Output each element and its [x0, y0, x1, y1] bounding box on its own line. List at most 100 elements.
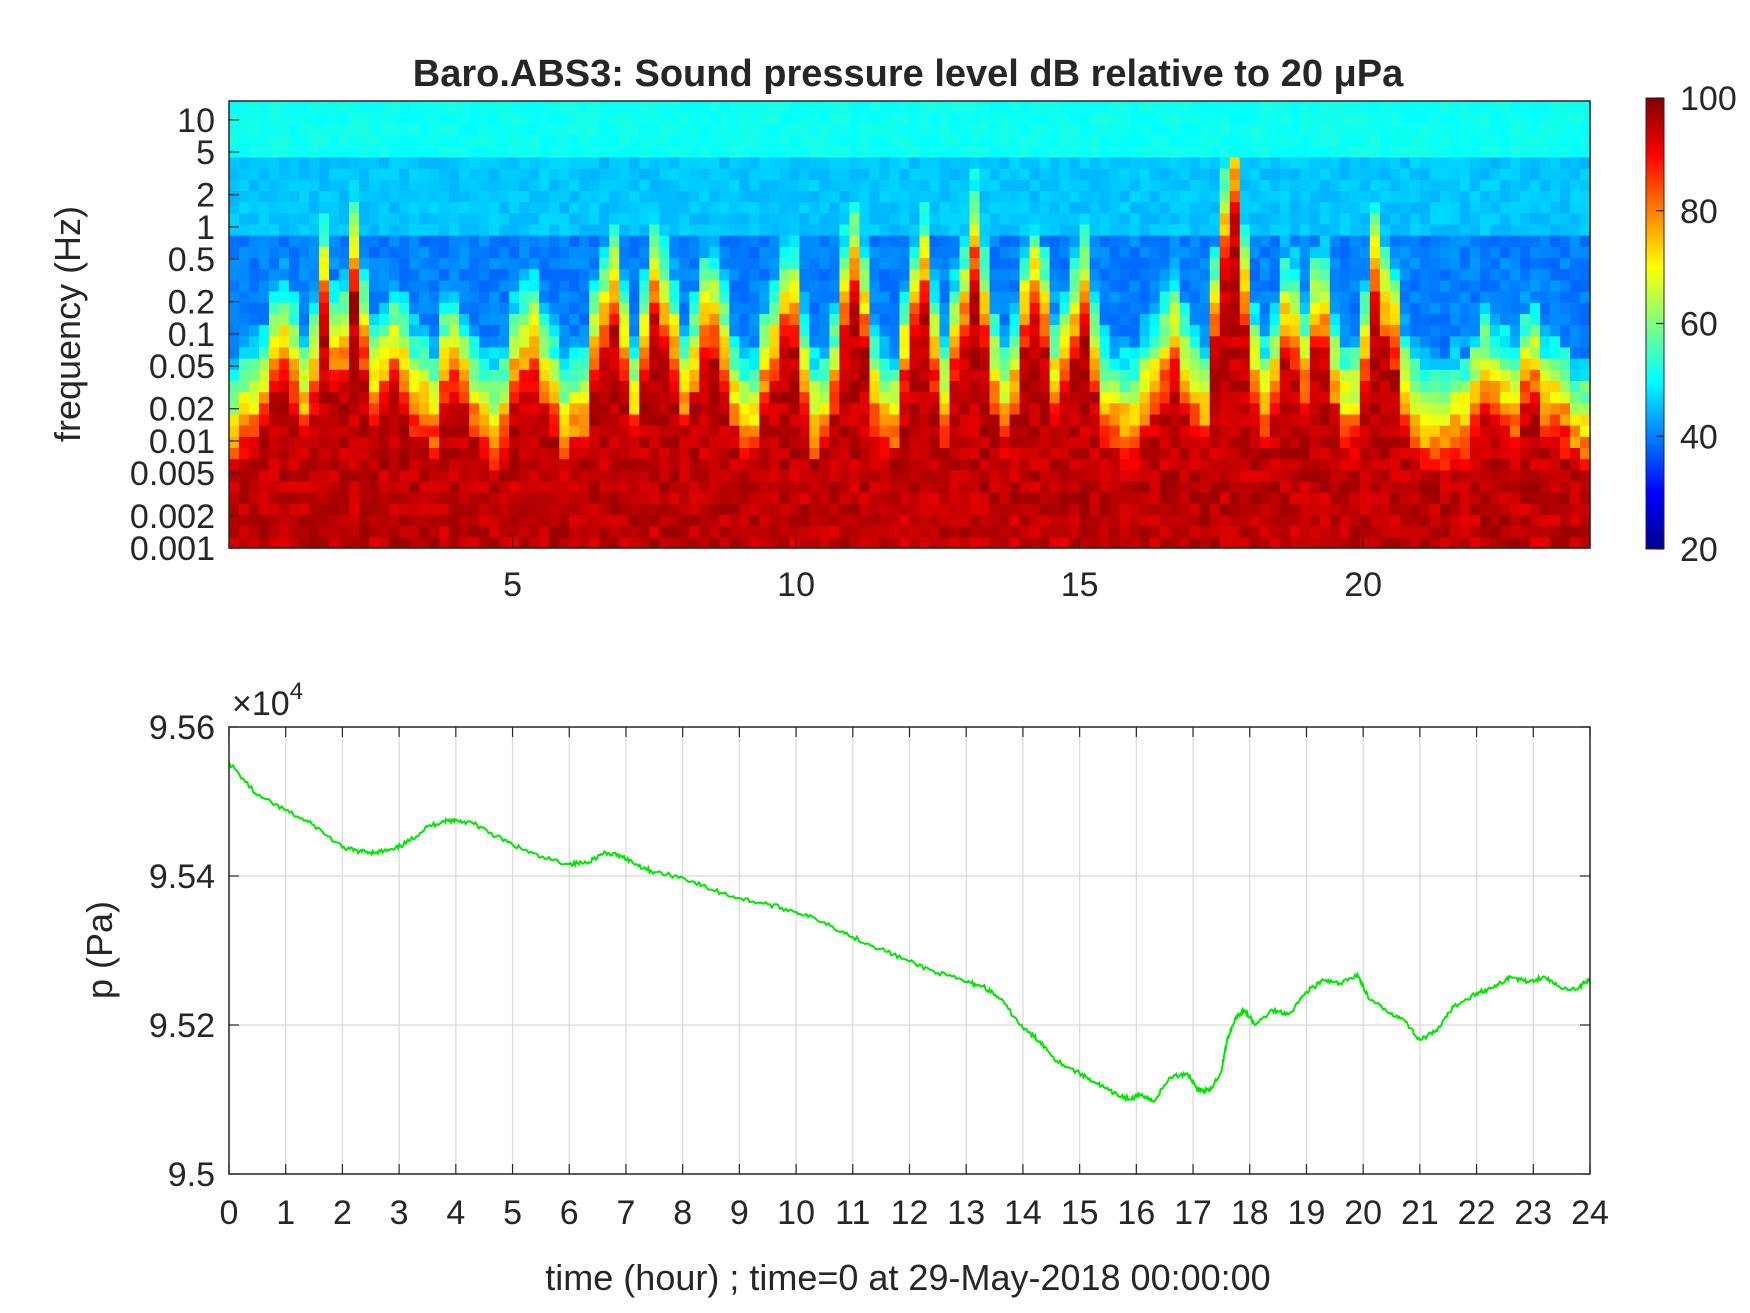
spectrogram-cell	[329, 179, 340, 191]
spectrogram-cell	[439, 469, 450, 482]
spectrogram-cell	[519, 212, 530, 225]
spectrogram-cell	[859, 335, 871, 348]
spectrogram-cell	[939, 134, 951, 147]
spectrogram-cell	[609, 436, 620, 449]
spectrogram-cell	[369, 257, 380, 270]
spectrogram-cell	[1169, 458, 1181, 471]
spectrogram-cell	[1139, 324, 1151, 337]
spectrogram-cell	[509, 145, 520, 158]
spectrogram-cell	[769, 246, 781, 259]
spectrogram-cell	[1179, 536, 1191, 549]
spectrogram-cell	[719, 369, 730, 381]
spectrogram-cell	[1399, 402, 1411, 415]
spectrogram-cell	[1059, 145, 1071, 158]
spectrogram-cell	[689, 268, 700, 281]
spectrogram-cell	[1379, 190, 1391, 203]
spectrogram-cell	[1289, 156, 1301, 169]
spectrogram-cell	[449, 223, 460, 236]
spectrogram-cell	[389, 134, 400, 147]
spectrogram-cell	[349, 257, 360, 270]
spectrogram-cell	[369, 156, 380, 169]
spectrogram-cell	[699, 514, 710, 527]
spectrogram-cell	[319, 492, 330, 504]
spectrogram-cell	[769, 235, 781, 247]
spectrogram-cell	[879, 212, 891, 225]
spectrogram-cell	[819, 168, 831, 180]
spectrogram-cell	[389, 223, 400, 236]
spectrogram-cell	[629, 346, 640, 359]
spectrogram-cell	[519, 190, 530, 203]
spectrogram-cell	[1189, 391, 1201, 404]
spectrogram-cell	[1449, 290, 1461, 303]
spectrogram-cell	[229, 480, 240, 493]
spectrogram-cell	[429, 492, 440, 504]
spectrogram-cell	[259, 123, 270, 136]
spectrogram-cell	[1229, 290, 1241, 303]
spectrogram-cell	[589, 413, 600, 426]
spectrogram-cell	[539, 380, 550, 393]
spectrogram-cell	[389, 190, 400, 203]
spectrogram-cell	[1469, 179, 1481, 191]
spectrogram-cell	[849, 425, 861, 437]
spectrogram-cell	[1009, 480, 1021, 493]
spectrogram-cell	[1359, 447, 1371, 460]
spectrogram-cell	[609, 380, 620, 393]
spectrogram-cell	[389, 469, 400, 482]
spectrogram-cell	[389, 168, 400, 180]
spectrogram-cell	[829, 458, 841, 471]
spectrogram-cell	[1419, 302, 1431, 314]
spectrogram-cell	[759, 112, 770, 124]
spectrogram-cell	[1229, 380, 1241, 393]
spectrogram-cell	[1269, 302, 1281, 314]
spectrogram-cell	[489, 145, 500, 158]
spectrogram-cell	[449, 391, 460, 404]
spectrogram-cell	[479, 469, 490, 482]
spectrogram-cell	[549, 492, 560, 504]
spectrogram-cell	[1229, 335, 1241, 348]
spectrogram-cell	[1259, 358, 1271, 370]
spectrogram-cell	[919, 503, 931, 516]
spectrogram-cell	[559, 235, 570, 247]
spectrogram-cell	[1089, 402, 1101, 415]
spectrogram-cell	[889, 335, 901, 348]
spectrogram-cell	[1439, 279, 1451, 292]
spectrogram-cell	[1279, 246, 1291, 259]
spectrogram-cell	[1339, 290, 1351, 303]
spectrogram-cell	[979, 201, 991, 214]
spectrogram-cell	[989, 134, 1001, 147]
spectrogram-cell	[499, 346, 510, 359]
spectrogram-cell	[1179, 391, 1191, 404]
spectrogram-cell	[279, 525, 290, 538]
spectrogram-cell	[619, 447, 630, 460]
spectrogram-cell	[309, 268, 320, 281]
spectrogram-cell	[289, 413, 300, 426]
spectrogram-cell	[1039, 402, 1051, 415]
spectrogram-cell	[1129, 223, 1141, 236]
spectrogram-cell	[1169, 369, 1181, 381]
spectrogram-cell	[1449, 480, 1461, 493]
spectrogram-cell	[839, 212, 851, 225]
spectrogram-cell	[779, 391, 791, 404]
spectrogram-cell	[1099, 112, 1111, 124]
spectrogram-cell	[249, 391, 260, 404]
spectrogram-cell	[569, 402, 580, 415]
spectrogram-cell	[339, 257, 350, 270]
spectrogram-cell	[1339, 145, 1351, 158]
spectrogram-cell	[969, 391, 981, 404]
spectrogram-cell	[1209, 480, 1221, 493]
spectrogram-cell	[469, 447, 480, 460]
spectrogram-cell	[359, 101, 370, 113]
spectrogram-cell	[379, 190, 390, 203]
spectrogram-cell	[1299, 436, 1311, 449]
spectrogram-cell	[549, 223, 560, 236]
spectrogram-cell	[619, 458, 630, 471]
spectrogram-cell	[699, 492, 710, 504]
spectrogram-cell	[1159, 290, 1171, 303]
spectrogram-cell	[1109, 425, 1121, 437]
spectrogram-cell	[909, 324, 921, 337]
spectrogram-cell	[1009, 469, 1021, 482]
spectrogram-cell	[1439, 134, 1451, 147]
spectrogram-cell	[419, 324, 430, 337]
spectrogram-cell	[1279, 112, 1291, 124]
spectrogram-cell	[249, 480, 260, 493]
